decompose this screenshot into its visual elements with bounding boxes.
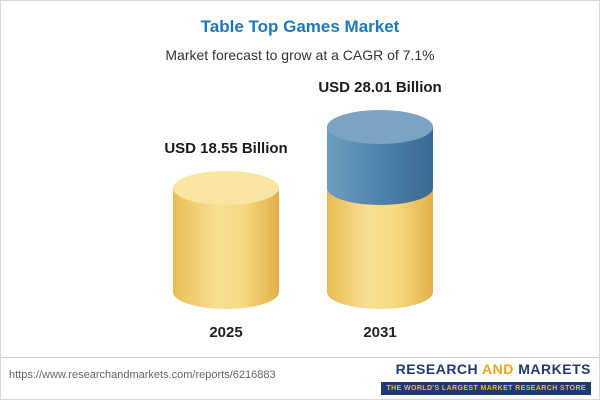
bar-2025-body	[173, 188, 279, 309]
bar-2025-category-label: 2025	[209, 324, 243, 341]
brand-logo: RESEARCH AND MARKETS THE WORLD'S LARGEST…	[381, 361, 591, 395]
bar-2031-value-label: USD 28.01 Billion	[318, 78, 442, 96]
bar-2031-base-body	[327, 188, 433, 309]
brand-word-and: AND	[482, 361, 514, 377]
brand-word-markets: MARKETS	[518, 361, 591, 377]
bar-2031-category-label: 2031	[363, 324, 397, 341]
bar-2025: USD 18.55 Billion 2025	[164, 140, 287, 341]
bar-2025-value-label: USD 18.55 Billion	[164, 140, 288, 158]
chart-subtitle: Market forecast to grow at a CAGR of 7.1…	[165, 47, 435, 63]
bar-2031-top-ellipse	[327, 109, 433, 144]
chart-title: Table Top Games Market	[200, 17, 400, 36]
report-url: https://www.researchandmarkets.com/repor…	[9, 369, 276, 381]
brand-wordmark: RESEARCH AND MARKETS	[381, 361, 591, 377]
bar-2025-top-ellipse	[173, 171, 279, 206]
brand-tagline: THE WORLD'S LARGEST MARKET RESEARCH STOR…	[381, 382, 591, 395]
brand-word-research: RESEARCH	[395, 361, 479, 377]
bar-2031: USD 28.01 Billion 2031	[318, 79, 441, 341]
footer-divider	[1, 357, 599, 358]
